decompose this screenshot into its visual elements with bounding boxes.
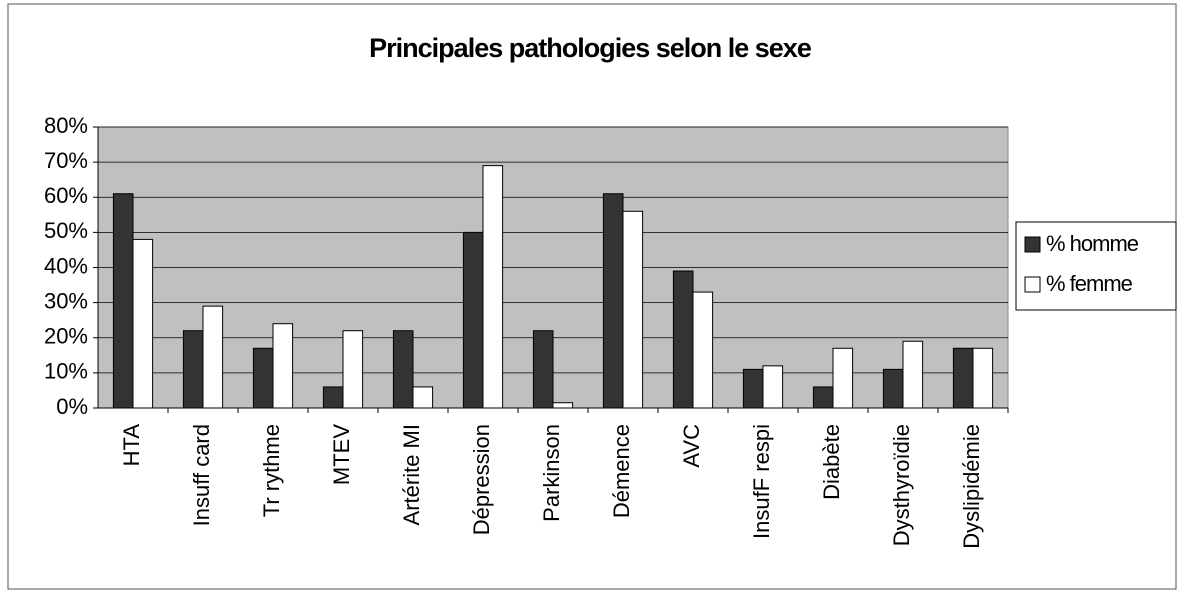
bar	[392, 330, 414, 409]
x-tick-label: Parkinson	[539, 424, 564, 522]
bar	[272, 323, 294, 409]
bar	[412, 386, 434, 409]
x-tick-label: Dépression	[469, 424, 494, 535]
legend-swatch	[1024, 236, 1041, 253]
y-tick-label: 30%	[44, 288, 88, 313]
y-tick-label: 50%	[44, 218, 88, 243]
bar	[742, 368, 764, 409]
y-tick-label: 80%	[44, 113, 88, 138]
bar	[622, 210, 644, 409]
bar	[692, 291, 714, 409]
x-tick-label: Tr rythme	[259, 424, 284, 517]
y-tick-label: 0%	[56, 394, 88, 419]
x-tick-label: Insuff card	[189, 424, 214, 526]
bar	[972, 347, 994, 409]
legend-label: % femme	[1046, 271, 1133, 296]
x-tick-label: AVC	[679, 424, 704, 468]
x-tick-label: Dysthyroïdie	[889, 424, 914, 546]
bar	[762, 365, 784, 409]
bar	[182, 330, 204, 409]
y-tick-label: 10%	[44, 359, 88, 384]
bar	[132, 238, 154, 409]
bar	[552, 402, 574, 409]
x-tick-label: Artérite MI	[399, 424, 424, 525]
x-tick-label: Diabète	[819, 424, 844, 500]
bar	[532, 330, 554, 409]
bar	[342, 330, 364, 409]
bar	[882, 368, 904, 409]
y-tick-label: 70%	[44, 148, 88, 173]
bar	[462, 231, 484, 409]
x-tick-label: InsufF respi	[749, 424, 774, 539]
y-tick-label: 40%	[44, 253, 88, 278]
x-tick-label: MTEV	[329, 424, 354, 485]
chart-title: Principales pathologies selon le sexe	[369, 33, 812, 63]
bar	[952, 347, 974, 409]
bar	[202, 305, 224, 409]
bar	[602, 193, 624, 409]
bar	[482, 165, 504, 409]
bar	[252, 347, 274, 409]
legend-label: % homme	[1046, 231, 1139, 256]
bar	[112, 193, 134, 409]
bar	[322, 386, 344, 409]
x-tick-label: Démence	[609, 424, 634, 518]
legend-box	[1015, 221, 1177, 311]
y-tick-label: 60%	[44, 183, 88, 208]
x-tick-label: HTA	[119, 424, 144, 467]
legend-swatch	[1024, 276, 1041, 293]
bar	[812, 386, 834, 409]
x-tick-label: Dyslipidémie	[959, 424, 984, 549]
bar	[902, 340, 924, 409]
bar	[672, 270, 694, 409]
bar	[832, 347, 854, 409]
y-tick-label: 20%	[44, 324, 88, 349]
